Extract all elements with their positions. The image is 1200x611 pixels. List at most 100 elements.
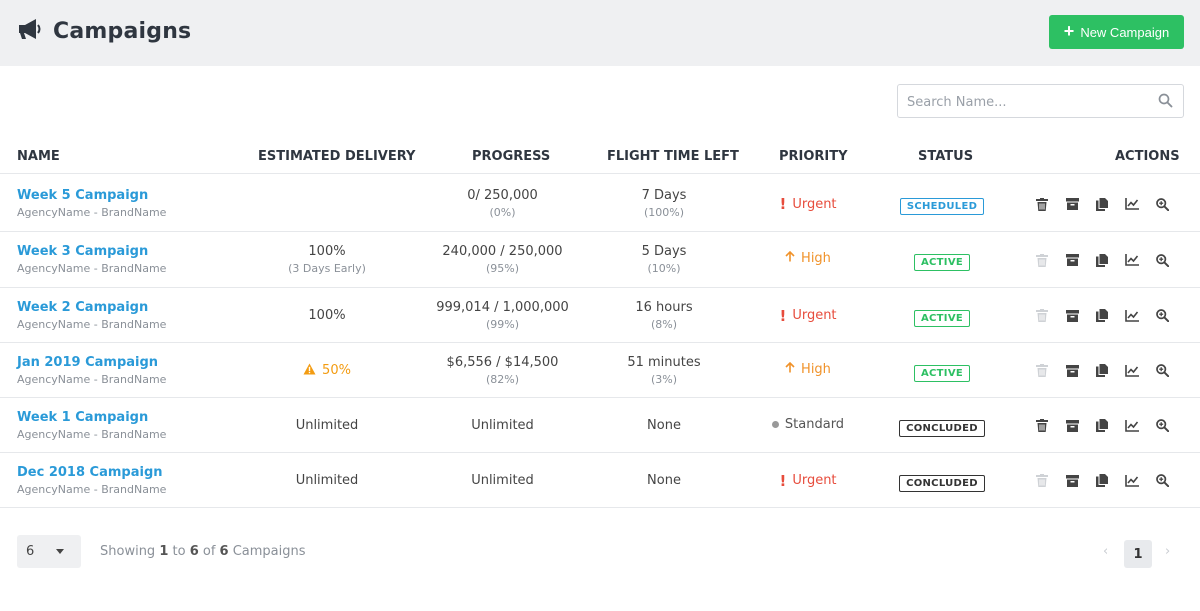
archive-icon[interactable] — [1064, 196, 1080, 212]
column-header-flight[interactable]: FLIGHT TIME LEFT — [607, 149, 739, 164]
archive-icon[interactable] — [1064, 308, 1080, 324]
per-page-select[interactable]: 6 — [17, 535, 81, 568]
progress-cell: 240,000 / 250,000 (95%) — [420, 244, 585, 275]
flight-percent: (100%) — [643, 206, 685, 219]
status-badge: CONCLUDED — [899, 419, 985, 437]
flight-value: 51 minutes — [627, 354, 701, 370]
zoom-icon[interactable] — [1154, 473, 1170, 489]
priority-indicator: Standard — [748, 417, 868, 432]
delivery-cell: 100% — [257, 308, 397, 323]
pagination-page-current[interactable]: 1 — [1124, 540, 1152, 568]
copy-icon[interactable] — [1094, 418, 1110, 434]
priority-cell: High — [748, 361, 868, 377]
delivery-value: 50% — [322, 363, 351, 378]
progress-cell: Unlimited — [420, 473, 585, 488]
chart-icon[interactable] — [1124, 196, 1140, 212]
column-header-progress[interactable]: PROGRESS — [472, 149, 551, 164]
zoom-icon[interactable] — [1154, 308, 1170, 324]
archive-icon[interactable] — [1064, 363, 1080, 379]
copy-icon[interactable] — [1094, 196, 1110, 212]
campaign-name-link[interactable]: Week 5 Campaign — [17, 188, 149, 203]
progress-value: 240,000 / 250,000 — [442, 244, 563, 259]
chart-icon[interactable] — [1124, 363, 1140, 379]
priority-label: High — [801, 251, 831, 266]
exclamation-icon: ! — [779, 471, 787, 490]
progress-value: 999,014 / 1,000,000 — [436, 299, 569, 315]
search-input[interactable] — [907, 92, 1147, 112]
progress-percent: (95%) — [485, 262, 520, 275]
per-page-value: 6 — [26, 544, 35, 559]
pagination-next[interactable]: › — [1165, 544, 1171, 559]
flight-value: 16 hours — [635, 299, 693, 315]
progress-value: Unlimited — [471, 472, 534, 488]
campaign-name-cell: Jan 2019 Campaign AgencyName - BrandName — [17, 355, 166, 386]
column-header-priority[interactable]: PRIORITY — [779, 149, 848, 164]
delivery-value: 100% — [308, 307, 346, 323]
column-header-status[interactable]: STATUS — [918, 149, 974, 164]
campaign-agency: AgencyName - BrandName — [17, 427, 167, 441]
showing-to-word: to — [168, 544, 190, 559]
priority-cell: ! Urgent — [748, 472, 868, 490]
archive-icon[interactable] — [1064, 473, 1080, 489]
zoom-icon[interactable] — [1154, 196, 1170, 212]
column-header-delivery[interactable]: ESTIMATED DELIVERY — [258, 149, 416, 164]
copy-icon[interactable] — [1094, 308, 1110, 324]
row-actions — [1034, 308, 1170, 324]
campaign-name-link[interactable]: Dec 2018 Campaign — [17, 464, 163, 480]
progress-cell: 0/ 250,000 (0%) — [420, 188, 585, 219]
flight-cell: 51 minutes (3%) — [604, 355, 724, 386]
campaign-name-link[interactable]: Week 1 Campaign — [17, 409, 149, 425]
pagination-prev[interactable]: ‹ — [1103, 544, 1109, 559]
megaphone-icon — [17, 18, 43, 44]
campaign-agency: AgencyName - BrandName — [17, 206, 167, 219]
campaign-name-link[interactable]: Jan 2019 Campaign — [17, 354, 159, 370]
trash-icon — [1034, 252, 1050, 268]
flight-value: None — [647, 472, 681, 488]
page-header: Campaigns + New Campaign — [0, 0, 1200, 66]
delivery-warning: 50% — [257, 363, 397, 379]
flight-percent: (10%) — [647, 262, 681, 275]
priority-label: High — [801, 361, 831, 377]
chart-icon[interactable] — [1124, 473, 1140, 489]
zoom-icon[interactable] — [1154, 252, 1170, 268]
column-header-name[interactable]: NAME — [17, 149, 60, 164]
archive-icon[interactable] — [1064, 252, 1080, 268]
campaign-name-link[interactable]: Week 2 Campaign — [17, 299, 149, 315]
copy-icon[interactable] — [1094, 473, 1110, 489]
status-badge: ACTIVE — [914, 364, 970, 382]
zoom-icon[interactable] — [1154, 363, 1170, 379]
trash-icon[interactable] — [1034, 196, 1050, 212]
chart-icon[interactable] — [1124, 308, 1140, 324]
delivery-cell: Unlimited — [257, 418, 397, 433]
new-campaign-button[interactable]: + New Campaign — [1049, 15, 1184, 49]
flight-percent: (3%) — [650, 372, 678, 386]
campaign-agency: AgencyName - BrandName — [17, 482, 167, 496]
chart-icon[interactable] — [1124, 418, 1140, 434]
flight-cell: 7 Days (100%) — [604, 188, 724, 219]
progress-cell: Unlimited — [420, 418, 585, 433]
showing-from: 1 — [159, 544, 169, 559]
campaign-agency: AgencyName - BrandName — [17, 262, 167, 275]
trash-icon[interactable] — [1034, 418, 1050, 434]
archive-icon[interactable] — [1064, 418, 1080, 434]
table-row: Week 2 Campaign AgencyName - BrandName 1… — [0, 288, 1200, 343]
priority-indicator: ! Urgent — [748, 195, 868, 213]
zoom-icon[interactable] — [1154, 418, 1170, 434]
arrow-up-icon — [785, 250, 795, 266]
progress-percent: (0%) — [489, 206, 516, 219]
priority-indicator: ! Urgent — [748, 307, 868, 325]
priority-cell: High — [748, 250, 868, 266]
priority-indicator: High — [748, 361, 868, 377]
priority-cell: Standard — [748, 417, 868, 432]
search-icon[interactable] — [1158, 93, 1173, 112]
copy-icon[interactable] — [1094, 363, 1110, 379]
chart-icon[interactable] — [1124, 252, 1140, 268]
status-cell: ACTIVE — [882, 306, 1002, 327]
page-title: Campaigns — [53, 18, 192, 44]
plus-icon: + — [1063, 21, 1075, 41]
priority-label: Standard — [784, 416, 845, 432]
campaign-name-link[interactable]: Week 3 Campaign — [17, 244, 149, 259]
copy-icon[interactable] — [1094, 252, 1110, 268]
progress-value: $6,556 / $14,500 — [446, 354, 559, 370]
priority-indicator: ! Urgent — [748, 472, 868, 490]
